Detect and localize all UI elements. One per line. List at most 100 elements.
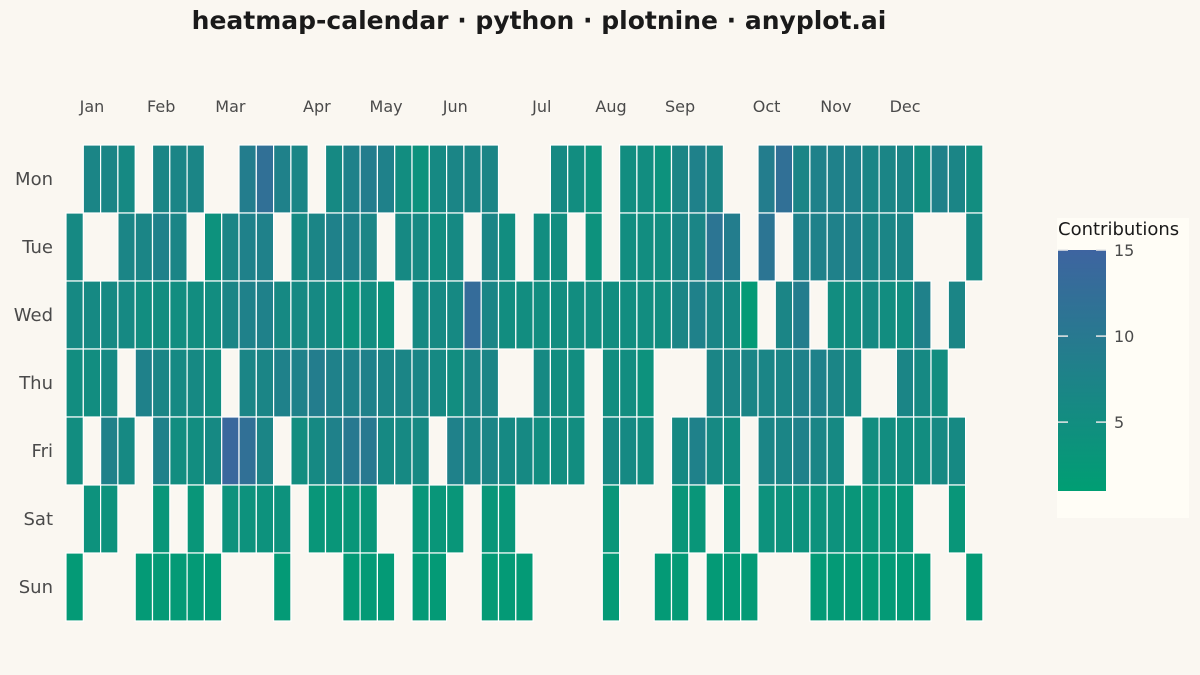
heatmap-cell [549,348,569,418]
month-label: Apr [303,97,331,116]
heatmap-cell [791,212,811,282]
heatmap-cell [497,416,517,486]
heatmap-cells [65,144,984,622]
heatmap-cell [221,484,240,554]
heatmap-cell [532,348,551,418]
heatmap-cell [134,280,154,350]
heatmap-cell [428,144,448,214]
heatmap-cell [688,484,707,554]
day-label: Tue [21,237,53,258]
heatmap-cell [913,280,932,350]
heatmap-cell [186,280,206,350]
heatmap-cell [376,416,396,486]
month-label: May [370,97,403,116]
heatmap-cell [428,484,448,554]
heatmap-cell [861,416,880,486]
heatmap-cell [169,552,188,622]
heatmap-cell [618,416,638,486]
heatmap-cell [446,484,465,554]
heatmap-cell [809,144,828,214]
heatmap-cell [705,280,724,350]
heatmap-cell [446,416,465,486]
heatmap-cell [169,144,188,214]
heatmap-cell [411,416,430,486]
heatmap-cell [463,416,482,486]
heatmap-cell [480,416,500,486]
month-label: Nov [820,97,851,116]
heatmap-cell [342,484,361,554]
heatmap-cell [428,552,448,622]
heatmap-cell [947,416,967,486]
heatmap-cell [480,144,500,214]
heatmap-cell [359,144,379,214]
heatmap-cell [722,348,742,418]
heatmap-cell [567,144,586,214]
heatmap-cell [774,484,794,554]
heatmap-cell [670,416,690,486]
heatmap-cell [601,416,621,486]
heatmap-cell [428,212,448,282]
day-label: Thu [18,373,53,394]
heatmap-cell [65,212,84,282]
heatmap-cell [65,280,84,350]
heatmap-cell [151,416,171,486]
heatmap-cell [861,280,880,350]
heatmap-cell [774,348,794,418]
heatmap-cell [290,144,309,214]
month-label: Sep [665,97,695,116]
heatmap-cell [99,416,119,486]
heatmap-cell [913,416,932,486]
heatmap-cell [878,144,897,214]
heatmap-cell [99,484,119,554]
heatmap-cell [411,212,430,282]
heatmap-cell [549,416,569,486]
heatmap-cell [307,348,327,418]
month-label: Mar [215,97,246,116]
day-label: Sun [19,577,53,598]
heatmap-cell [394,348,413,418]
heatmap-cell [151,348,171,418]
heatmap-cell [809,416,828,486]
heatmap-cell [359,348,379,418]
heatmap-cell [705,552,724,622]
heatmap-cell [99,144,119,214]
heatmap-cell [774,280,794,350]
heatmap-cell [359,552,379,622]
month-label: Dec [890,97,921,116]
heatmap-cell [688,280,707,350]
heatmap-cell [964,552,984,622]
heatmap-cell [670,484,690,554]
heatmap-cell [376,280,396,350]
heatmap-cell [480,484,500,554]
heatmap-cell [895,552,915,622]
heatmap-cell [740,348,759,418]
heatmap-cell [878,484,897,554]
heatmap-cell [324,280,344,350]
heatmap-cell [809,348,828,418]
heatmap-cell [186,484,206,554]
heatmap-cell [273,348,292,418]
heatmap-cell [394,416,413,486]
heatmap-cell [203,348,223,418]
heatmap-cell [186,552,206,622]
heatmap-cell [463,144,482,214]
heatmap-cell [169,280,188,350]
heatmap-cell [636,280,655,350]
heatmap-cell [446,144,465,214]
heatmap-cell [878,212,897,282]
heatmap-cell [757,416,776,486]
heatmap-cell [151,212,171,282]
heatmap-cell [117,212,136,282]
heatmap-cell [913,348,932,418]
heatmap-cell [722,416,742,486]
heatmap-cell [255,144,275,214]
heatmap-cell [913,552,932,622]
heatmap-cell [688,212,707,282]
heatmap-cell [221,212,240,282]
heatmap-cell [532,280,551,350]
heatmap-cell [169,348,188,418]
heatmap-cell [843,280,863,350]
heatmap-cell [324,212,344,282]
